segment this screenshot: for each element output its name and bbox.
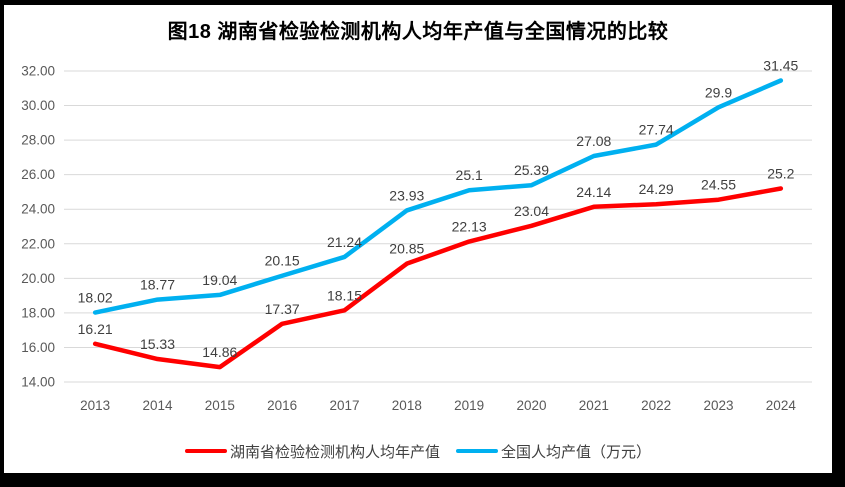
data-label-series-0: 23.04 [514,203,549,219]
data-label-series-0: 20.85 [389,241,424,257]
data-label-series-1: 25.1 [456,167,483,183]
data-label-series-1: 29.9 [705,84,732,100]
x-axis-tick-label: 2017 [329,398,359,413]
data-label-series-1: 20.15 [265,253,300,269]
y-axis-tick-label: 22.00 [21,236,55,251]
data-label-series-1: 25.39 [514,162,549,178]
y-axis-tick-label: 24.00 [21,202,55,217]
legend-label-hunan: 湖南省检验检测机构人均年产值 [229,443,440,461]
y-axis-tick-label: 14.00 [21,375,55,390]
x-axis-tick-label: 2023 [703,398,733,413]
y-axis-tick-label: 32.00 [21,64,55,79]
y-axis-tick-label: 26.00 [21,167,55,182]
series-line-0 [92,186,784,370]
series-line-1 [92,78,784,315]
data-label-series-0: 18.15 [327,287,362,303]
data-label-series-0: 24.29 [639,181,674,197]
data-label-series-1: 18.77 [140,277,175,293]
data-label-series-0: 24.14 [576,184,611,200]
data-label-series-0: 15.33 [140,336,175,352]
data-label-series-1: 19.04 [202,272,237,288]
data-label-series-0: 17.37 [265,301,300,317]
x-axis-tick-label: 2020 [516,398,546,413]
legend-item-hunan: 湖南省检验检测机构人均年产值 [184,441,440,462]
legend-line-swatch-blue [456,448,498,454]
data-label-series-1: 27.74 [639,122,674,138]
x-axis-tick-label: 2015 [205,398,235,413]
y-axis-tick-label: 28.00 [21,133,55,148]
data-label-series-0: 14.86 [202,344,237,360]
data-label-series-0: 22.13 [452,219,487,235]
line-chart-plot: 14.00 16.00 18.00 20.00 22.00 24.00 26.00 28.00… [21,58,812,413]
data-label-series-1: 18.02 [78,290,113,306]
y-axis-tick-label: 18.00 [21,305,55,320]
data-label-series-1: 23.93 [389,187,424,203]
data-label-series-0: 25.2 [767,165,794,181]
data-label-series-1: 27.08 [576,133,611,149]
chart-legend: 湖南省检验检测机构人均年产值 全国人均产值（万元） [4,439,832,463]
y-axis-tick-label: 20.00 [21,271,55,286]
legend-label-national: 全国人均产值（万元） [501,443,652,461]
x-axis-tick-label: 2021 [579,398,609,413]
y-axis-tick-label: 30.00 [21,98,55,113]
legend-line-swatch-red [184,448,227,454]
legend-item-national: 全国人均产值（万元） [456,441,651,462]
data-label-series-1: 31.45 [763,58,798,74]
data-label-series-0: 16.21 [78,321,113,337]
x-axis-tick-label: 2022 [641,398,671,413]
x-axis-tick-label: 2014 [142,398,173,413]
x-axis-tick-label: 2024 [766,398,797,413]
data-label-series-0: 24.55 [701,177,736,193]
x-axis-tick-label: 2018 [392,398,422,413]
chart-title: 图18 湖南省检验检测机构人均年产值与全国情况的比较 [167,21,669,43]
y-axis-tick-label: 16.00 [21,340,55,355]
x-axis-tick-label: 2019 [454,398,484,413]
x-axis-tick-label: 2013 [80,398,110,413]
data-label-series-1: 21.24 [327,234,362,250]
x-axis-tick-label: 2016 [267,398,297,413]
